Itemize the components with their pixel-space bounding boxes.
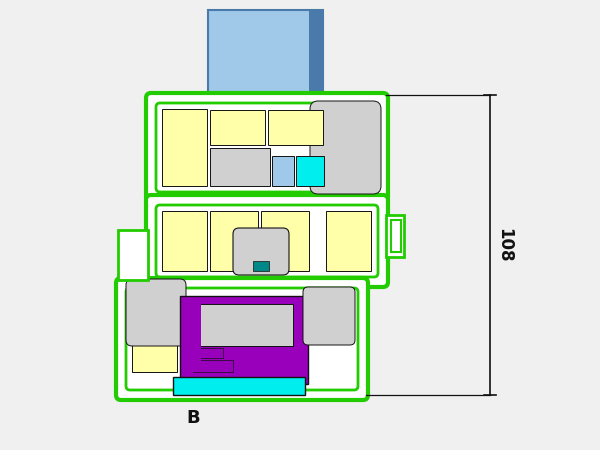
Bar <box>193 348 223 358</box>
Bar <box>306 294 351 340</box>
Bar <box>180 296 308 384</box>
Bar <box>193 304 293 346</box>
Bar <box>296 156 324 186</box>
Bar <box>173 377 305 395</box>
FancyBboxPatch shape <box>146 195 388 287</box>
Bar <box>162 211 207 271</box>
Bar <box>253 261 269 271</box>
Bar <box>210 211 258 271</box>
Bar <box>309 10 323 172</box>
FancyBboxPatch shape <box>303 287 355 345</box>
Bar <box>391 220 401 252</box>
FancyBboxPatch shape <box>126 279 186 346</box>
Bar <box>162 109 207 186</box>
Bar <box>210 110 265 145</box>
Bar <box>180 302 275 340</box>
FancyBboxPatch shape <box>233 228 289 275</box>
Bar <box>193 304 201 372</box>
Bar <box>208 10 323 172</box>
Bar <box>118 230 148 280</box>
Bar <box>132 294 177 372</box>
Bar <box>268 110 323 145</box>
FancyBboxPatch shape <box>116 278 368 400</box>
Text: B: B <box>186 409 200 427</box>
Bar <box>193 360 233 372</box>
Bar <box>272 156 294 186</box>
Bar <box>261 211 309 271</box>
FancyBboxPatch shape <box>146 93 388 202</box>
Bar <box>386 215 404 257</box>
Bar <box>210 148 270 186</box>
Text: 108: 108 <box>495 228 513 262</box>
FancyBboxPatch shape <box>310 101 381 194</box>
Bar <box>326 211 371 271</box>
